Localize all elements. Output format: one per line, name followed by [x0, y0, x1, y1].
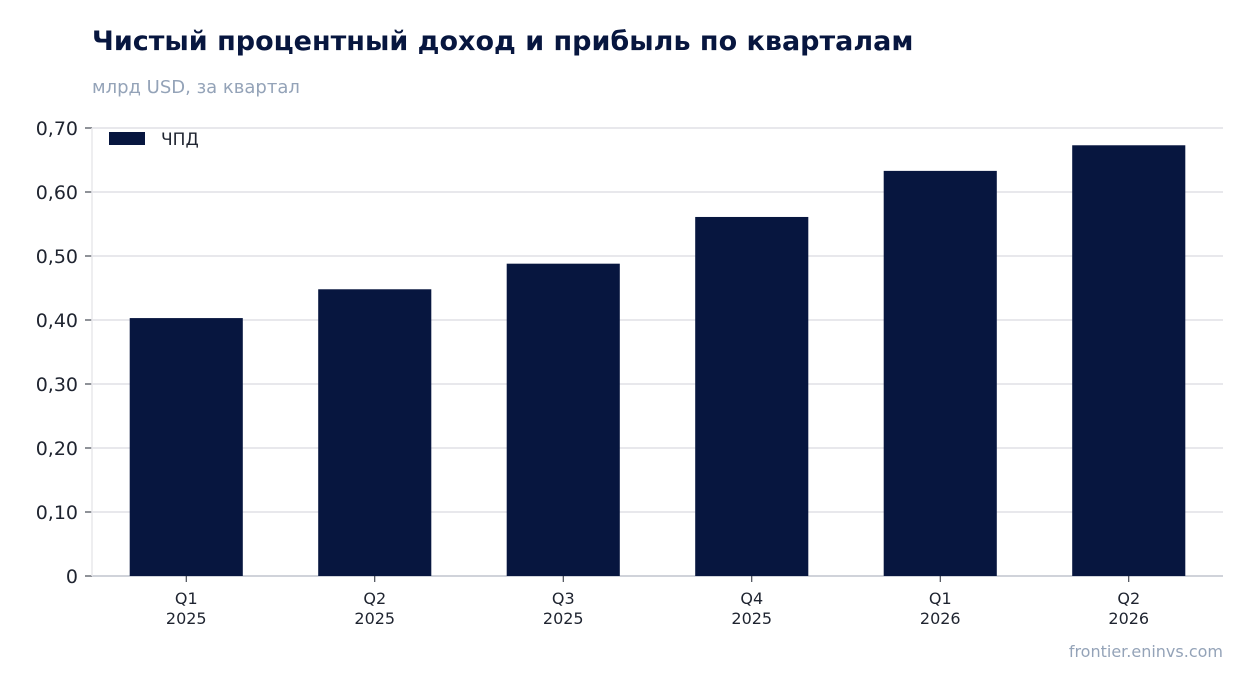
x-tick-label: 2025 — [354, 609, 395, 628]
y-tick-label: 0,40 — [36, 310, 78, 332]
x-tick-label: 2026 — [920, 609, 961, 628]
x-tick-label: Q3 — [552, 589, 575, 608]
x-tick-label: 2026 — [1108, 609, 1149, 628]
axes: 00,100,200,300,400,500,600,70Q12025Q2202… — [36, 118, 1149, 628]
y-tick-label: 0 — [66, 566, 78, 588]
bar-5 — [1072, 145, 1186, 576]
chart-subtitle: млрд USD, за квартал — [92, 77, 300, 98]
y-tick-label: 0,10 — [36, 502, 78, 524]
x-tick-label: 2025 — [731, 609, 772, 628]
bars — [129, 145, 1186, 576]
y-tick-label: 0,30 — [36, 374, 78, 396]
bar-3 — [695, 216, 809, 576]
source-credit: frontier.eninvs.com — [1068, 642, 1223, 661]
gridlines — [92, 127, 1223, 577]
bar-4 — [883, 170, 997, 576]
legend: ЧПД — [109, 130, 199, 150]
x-tick-label: Q1 — [929, 589, 952, 608]
x-tick-label: Q4 — [740, 589, 763, 608]
bar-2 — [506, 263, 620, 576]
y-tick-label: 0,60 — [36, 182, 78, 204]
y-tick-label: 0,70 — [36, 118, 78, 140]
bar-0 — [129, 318, 243, 576]
legend-swatch — [109, 132, 145, 145]
bar-1 — [318, 289, 432, 576]
legend-label: ЧПД — [161, 130, 199, 150]
y-tick-label: 0,50 — [36, 246, 78, 268]
x-tick-label: 2025 — [166, 609, 207, 628]
y-tick-label: 0,20 — [36, 438, 78, 460]
chart-title: Чистый процентный доход и прибыль по ква… — [92, 26, 914, 57]
x-tick-label: Q2 — [363, 589, 386, 608]
x-tick-label: Q2 — [1117, 589, 1140, 608]
x-tick-label: 2025 — [543, 609, 584, 628]
x-tick-label: Q1 — [175, 589, 198, 608]
